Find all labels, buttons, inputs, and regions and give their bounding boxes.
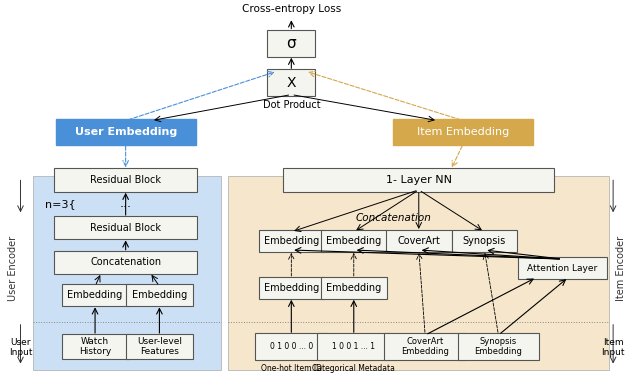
FancyBboxPatch shape [228, 175, 609, 370]
Text: Concatenation: Concatenation [355, 213, 431, 223]
Text: Watch
History: Watch History [79, 337, 111, 356]
Text: Attention Layer: Attention Layer [527, 264, 597, 273]
Text: Residual Block: Residual Block [90, 223, 161, 233]
FancyBboxPatch shape [394, 119, 534, 145]
FancyBboxPatch shape [321, 277, 387, 299]
Text: ...: ... [120, 197, 132, 210]
FancyBboxPatch shape [33, 175, 221, 370]
Text: 1 0 0 1 ... 1: 1 0 0 1 ... 1 [332, 342, 375, 351]
FancyBboxPatch shape [317, 333, 390, 360]
FancyBboxPatch shape [458, 333, 540, 360]
Text: Embedding: Embedding [67, 290, 123, 300]
FancyBboxPatch shape [268, 29, 316, 57]
FancyBboxPatch shape [54, 168, 197, 192]
Text: σ: σ [287, 36, 296, 51]
Text: CoverArt
Embedding: CoverArt Embedding [401, 337, 449, 356]
Text: Embedding: Embedding [132, 290, 187, 300]
Text: Item Encoder: Item Encoder [616, 236, 626, 301]
Text: Synopsis: Synopsis [463, 236, 506, 246]
Text: X: X [287, 76, 296, 90]
FancyBboxPatch shape [518, 257, 607, 279]
Text: Embedding: Embedding [326, 283, 381, 293]
Text: One-hot Item ID: One-hot Item ID [261, 364, 322, 373]
Text: CoverArt: CoverArt [397, 236, 440, 246]
Text: User Encoder: User Encoder [8, 236, 18, 301]
FancyBboxPatch shape [321, 230, 387, 252]
FancyBboxPatch shape [259, 277, 324, 299]
Text: Categorical Metadata: Categorical Metadata [312, 364, 396, 373]
FancyBboxPatch shape [54, 251, 197, 274]
Text: Embedding: Embedding [326, 236, 381, 246]
FancyBboxPatch shape [259, 230, 324, 252]
FancyBboxPatch shape [386, 230, 452, 252]
FancyBboxPatch shape [61, 334, 129, 359]
Text: Residual Block: Residual Block [90, 175, 161, 185]
Text: User
Input: User Input [9, 338, 32, 357]
Text: 1- Layer NN: 1- Layer NN [386, 175, 452, 185]
FancyBboxPatch shape [61, 285, 129, 306]
FancyBboxPatch shape [452, 230, 517, 252]
Text: 0 1 0 0 ... 0: 0 1 0 0 ... 0 [269, 342, 313, 351]
FancyBboxPatch shape [54, 216, 197, 239]
Text: Embedding: Embedding [264, 283, 319, 293]
FancyBboxPatch shape [126, 334, 193, 359]
FancyBboxPatch shape [255, 333, 328, 360]
Text: Item Embedding: Item Embedding [417, 127, 509, 137]
FancyBboxPatch shape [284, 168, 554, 192]
Text: User-level
Features: User-level Features [137, 337, 182, 356]
FancyBboxPatch shape [385, 333, 466, 360]
Text: Cross-entropy Loss: Cross-entropy Loss [242, 3, 341, 14]
Text: Dot Product: Dot Product [262, 100, 320, 110]
Text: Item
Input: Item Input [602, 338, 625, 357]
FancyBboxPatch shape [126, 285, 193, 306]
Text: User Embedding: User Embedding [74, 127, 177, 137]
Text: Embedding: Embedding [264, 236, 319, 246]
FancyBboxPatch shape [56, 119, 196, 145]
Text: n=3{: n=3{ [45, 199, 76, 209]
FancyBboxPatch shape [268, 69, 316, 97]
Text: Synopsis
Embedding: Synopsis Embedding [474, 337, 522, 356]
Text: Concatenation: Concatenation [90, 257, 161, 267]
